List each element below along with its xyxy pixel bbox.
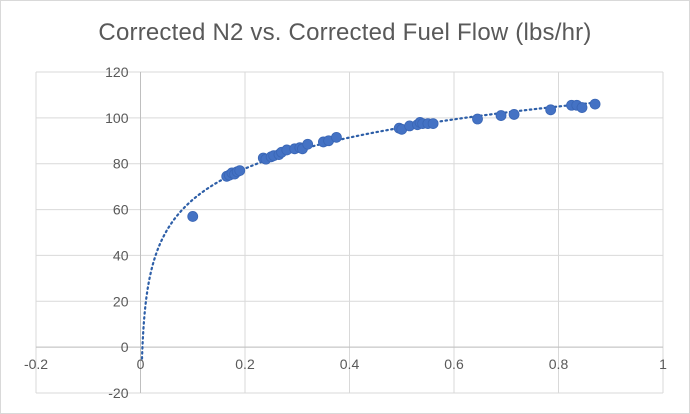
y-tick-label: 20: [113, 293, 129, 309]
data-point: [508, 109, 520, 120]
y-tick-label: 100: [105, 110, 129, 126]
x-tick-label: 0.6: [444, 356, 464, 372]
x-tick-label: 0: [137, 356, 145, 372]
x-tick-label: 0.4: [340, 356, 360, 372]
data-point: [576, 102, 588, 113]
data-point: [495, 110, 507, 121]
x-tick-label: 0.8: [549, 356, 569, 372]
data-point: [234, 165, 246, 176]
data-point: [331, 131, 342, 143]
x-tick-label: -0.2: [24, 356, 48, 372]
x-tick-label: 0.2: [235, 356, 255, 372]
y-tick-label: 40: [113, 247, 129, 263]
y-tick-label: 120: [105, 64, 129, 80]
trendline: [140, 101, 597, 360]
x-tick-label: 1: [659, 356, 667, 372]
data-point: [545, 104, 557, 116]
y-tick-label: 80: [113, 156, 129, 172]
data-point: [302, 138, 314, 150]
data-point: [589, 98, 601, 110]
data-point: [427, 118, 439, 129]
y-tick-label: 60: [113, 202, 129, 218]
data-point: [187, 211, 199, 222]
y-tick-label: 0: [121, 339, 129, 355]
y-tick-label: -20: [108, 385, 128, 401]
chart-title: Corrected N2 vs. Corrected Fuel Flow (lb…: [98, 19, 592, 46]
data-point: [472, 113, 483, 125]
